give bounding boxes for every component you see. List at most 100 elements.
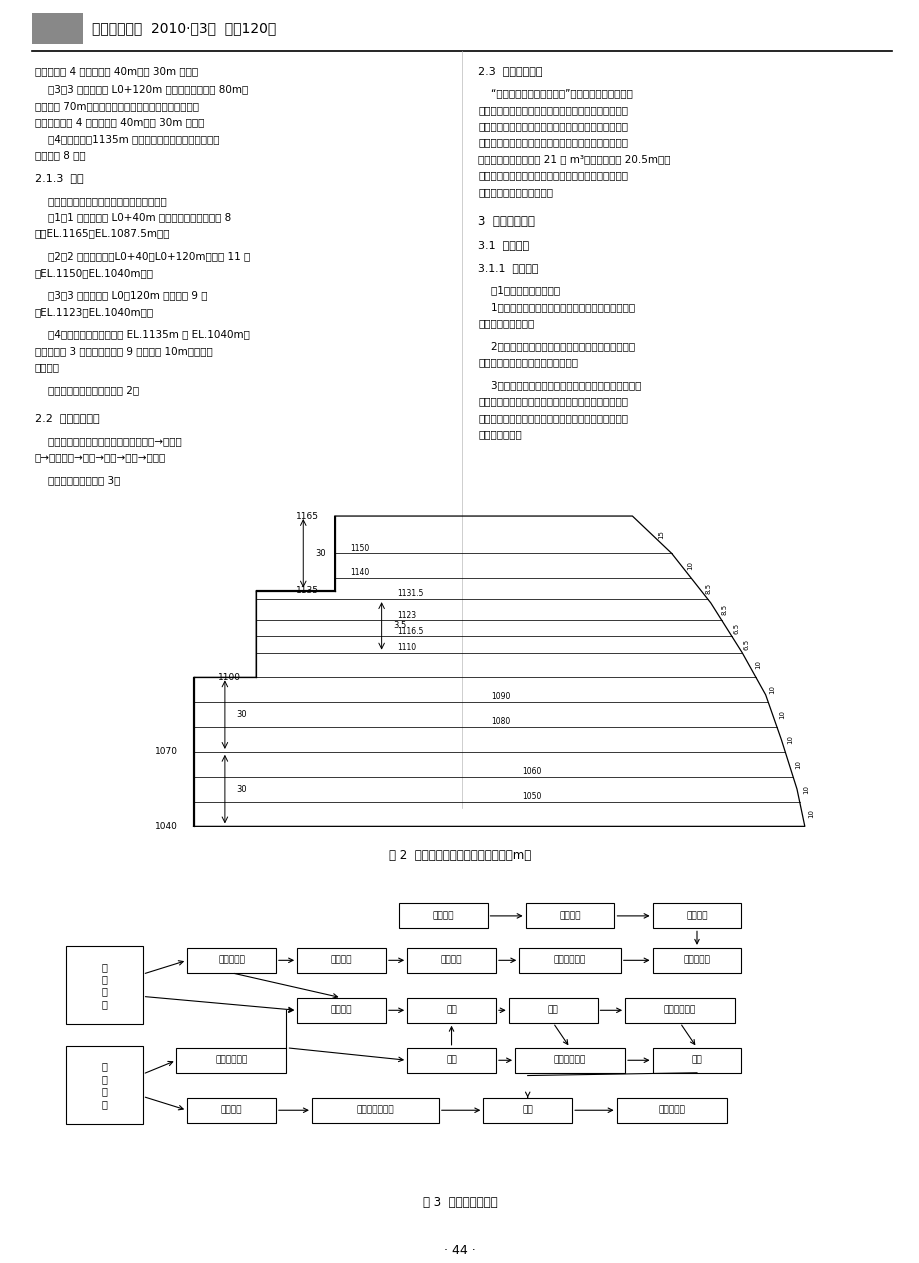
Text: 2.3  加强现场调度: 2.3 加强现场调度 <box>478 66 542 76</box>
Text: 10: 10 <box>754 661 761 669</box>
Text: 1070: 1070 <box>154 748 177 757</box>
Text: （EL.1150～EL.1040m）。: （EL.1150～EL.1040m）。 <box>35 268 153 278</box>
Text: 1100: 1100 <box>217 673 240 682</box>
FancyBboxPatch shape <box>652 1048 741 1072</box>
Text: 爆参数及施工工艺。: 爆参数及施工工艺。 <box>478 318 534 328</box>
Text: 6.5: 6.5 <box>743 639 748 650</box>
Text: 1150: 1150 <box>350 543 369 552</box>
Text: 3.1.1  爆破试验: 3.1.1 爆破试验 <box>478 263 539 273</box>
Text: 场调度在施工进度中起着至关重要的作用，只有加强现: 场调度在施工进度中起着至关重要的作用，只有加强现 <box>478 171 628 181</box>
Text: 2.1.3  分层: 2.1.3 分层 <box>35 173 84 183</box>
Text: 1080: 1080 <box>491 717 510 726</box>
Text: 线→爆破造孔→装药→连线→爆破→出渣。: 线→爆破造孔→装药→连线→爆破→出渣。 <box>35 452 166 462</box>
Text: 覆盖层开掘: 覆盖层开掘 <box>683 956 709 965</box>
Text: 炸材塞料准备: 炸材塞料准备 <box>215 1056 247 1065</box>
FancyBboxPatch shape <box>652 903 741 928</box>
Text: 的安全、稳定。: 的安全、稳定。 <box>478 429 522 440</box>
Text: 爆
破
设
计: 爆 破 设 计 <box>101 961 108 1009</box>
Text: （1）1 区：左坝肩 L0+40m 以上（含进水口）共分 8: （1）1 区：左坝肩 L0+40m 以上（含进水口）共分 8 <box>35 212 231 222</box>
Text: 8.5: 8.5 <box>705 584 711 594</box>
Text: 10: 10 <box>778 710 784 719</box>
Text: 水利水电施工  2010·第3期  总第120期: 水利水电施工 2010·第3期 总第120期 <box>92 21 276 35</box>
Text: 场地清理: 场地清理 <box>432 912 453 921</box>
FancyBboxPatch shape <box>176 1048 286 1072</box>
FancyBboxPatch shape <box>407 947 495 973</box>
Text: 30: 30 <box>236 710 247 719</box>
Text: （3）3 区：左坝肩 L0+120m 以下，工作面长约 80m、: （3）3 区：左坝肩 L0+120m 以下，工作面长约 80m、 <box>35 85 248 95</box>
Text: 10: 10 <box>768 686 775 695</box>
Text: 1165: 1165 <box>296 512 319 520</box>
Text: 上游分成 8 段。: 上游分成 8 段。 <box>35 150 85 160</box>
FancyBboxPatch shape <box>312 1098 438 1123</box>
FancyBboxPatch shape <box>616 1098 726 1123</box>
Text: 3  开掘质量控制: 3 开掘质量控制 <box>478 215 535 227</box>
Text: 的爆破振动控制措施，保证高边坡及周边建（构）筑物: 的爆破振动控制措施，保证高边坡及周边建（构）筑物 <box>478 413 628 423</box>
Text: 现
场
试
验: 现 场 试 验 <box>101 1062 108 1109</box>
Text: 起爆: 起爆 <box>547 1005 558 1014</box>
Text: 岩石顶面检平: 岩石顶面检平 <box>553 956 585 965</box>
Text: （1）试验的主要目的：: （1）试验的主要目的： <box>478 285 560 296</box>
Text: 开掘施工流程图见图 3。: 开掘施工流程图见图 3。 <box>35 475 120 485</box>
Text: 10: 10 <box>808 810 813 818</box>
Text: 每级马道分 3 层，三级马道共 9 层，每层 10m（除第一: 每级马道分 3 层，三级马道共 9 层，每层 10m（除第一 <box>35 346 212 356</box>
Text: 得到了很好的体现。在制订了分区、分层开掘方案和开: 得到了很好的体现。在制订了分区、分层开掘方案和开 <box>478 105 628 115</box>
Text: 建基面清理验收: 建基面清理验收 <box>357 1105 393 1115</box>
Text: 1135: 1135 <box>296 586 319 595</box>
Text: （3）3 区：左坝肩 L0＋120m 以下共分 9 层: （3）3 区：左坝肩 L0＋120m 以下共分 9 层 <box>35 290 208 301</box>
Text: 出渣: 出渣 <box>522 1105 532 1115</box>
Text: 3.1  爆破设计: 3.1 爆破设计 <box>478 240 529 250</box>
Text: 1090: 1090 <box>491 692 510 701</box>
Text: “调度出进度，调度出效益”在大岗山坝肩槽开掘中: “调度出进度，调度出效益”在大岗山坝肩槽开掘中 <box>478 88 632 99</box>
Text: 30: 30 <box>236 784 247 793</box>
Text: （EL.1123～EL.1040m）。: （EL.1123～EL.1040m）。 <box>35 307 153 317</box>
Text: 10: 10 <box>795 760 800 769</box>
FancyBboxPatch shape <box>624 998 734 1023</box>
Text: 构、爆破孔网参数及炮孔布置方式。: 构、爆破孔网参数及炮孔布置方式。 <box>478 357 578 368</box>
FancyBboxPatch shape <box>398 903 487 928</box>
Text: 图 2  左坝肩开掘分层布置图（单位：m）: 图 2 左坝肩开掘分层布置图（单位：m） <box>389 849 530 861</box>
Text: （4）预裂带：预裂爆破从 EL.1135m 至 EL.1040m，: （4）预裂带：预裂爆破从 EL.1135m 至 EL.1040m， <box>35 330 250 340</box>
Text: 开掘结束: 开掘结束 <box>221 1105 242 1115</box>
Text: 资源，并严格按照方案和施工流程组织施工，最终大岗: 资源，并严格按照方案和施工流程组织施工，最终大岗 <box>478 138 628 148</box>
Text: 向下游划分为 4 块，每块长 40m、宽 30m 左右。: 向下游划分为 4 块，每块长 40m、宽 30m 左右。 <box>35 117 204 128</box>
Text: 石方开掘主要施工流程为：岩石面清理→测量放: 石方开掘主要施工流程为：岩石面清理→测量放 <box>35 436 182 446</box>
Text: 10: 10 <box>802 784 809 793</box>
Text: 测放点线: 测放点线 <box>331 956 352 965</box>
Text: 下游划分为 4 块，每块长 40m、宽 30m 左右。: 下游划分为 4 块，每块长 40m、宽 30m 左右。 <box>35 66 198 76</box>
Text: 层外）。: 层外）。 <box>35 362 60 373</box>
Text: 作为坝肩槽开掘施工时振速预报的依据，同时提出相应: 作为坝肩槽开掘施工时振速预报的依据，同时提出相应 <box>478 397 628 407</box>
FancyBboxPatch shape <box>652 947 741 973</box>
Text: 1040: 1040 <box>154 822 177 831</box>
Text: 出渣: 出渣 <box>691 1056 701 1065</box>
Text: 左坝肩开掘分层布置图见图 2。: 左坝肩开掘分层布置图见图 2。 <box>35 385 139 395</box>
Text: 8.5: 8.5 <box>720 604 727 615</box>
FancyBboxPatch shape <box>407 1048 495 1072</box>
FancyBboxPatch shape <box>482 1098 572 1123</box>
Text: 30: 30 <box>314 549 325 558</box>
Text: 10: 10 <box>787 735 793 744</box>
Text: 1131.5: 1131.5 <box>397 590 424 599</box>
Text: 10: 10 <box>686 561 693 570</box>
Text: 1050: 1050 <box>522 792 541 801</box>
FancyBboxPatch shape <box>66 1046 142 1124</box>
Text: 人员机械撃离: 人员机械撃离 <box>553 1056 585 1065</box>
Text: 6.5: 6.5 <box>732 623 738 634</box>
Text: 1110: 1110 <box>397 643 416 652</box>
Bar <box>32 13 83 44</box>
Text: 连线: 连线 <box>446 1005 457 1014</box>
Text: 1116.5: 1116.5 <box>397 626 424 635</box>
Text: 保护层开掘: 保护层开掘 <box>657 1105 685 1115</box>
Text: 山拱肩槽月开掘最达到 21 万 m³，下降高度达 20.5m。现: 山拱肩槽月开掘最达到 21 万 m³，下降高度达 20.5m。现 <box>478 154 670 164</box>
Text: 3.5: 3.5 <box>393 621 406 630</box>
Text: 大面积造孔: 大面积造孔 <box>218 956 244 965</box>
FancyBboxPatch shape <box>407 998 495 1023</box>
Text: 1060: 1060 <box>522 767 541 775</box>
Text: 场调度才能保证施工进度。: 场调度才能保证施工进度。 <box>478 187 553 197</box>
FancyBboxPatch shape <box>66 946 142 1024</box>
FancyBboxPatch shape <box>297 947 386 973</box>
Text: 测量放线: 测量放线 <box>559 912 580 921</box>
Text: 15: 15 <box>658 530 664 539</box>
FancyBboxPatch shape <box>518 947 620 973</box>
Text: 警报: 警报 <box>446 1056 457 1065</box>
Text: 3）通过检测得出开掘爆破振动在该地区的传播规律，: 3）通过检测得出开掘爆破振动在该地区的传播规律， <box>478 380 641 390</box>
